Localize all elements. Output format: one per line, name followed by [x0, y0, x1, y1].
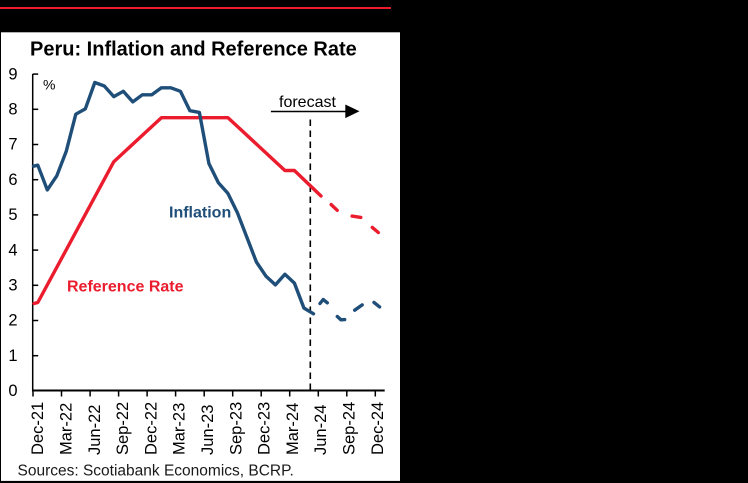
- svg-text:4: 4: [8, 241, 17, 259]
- svg-text:1: 1: [8, 347, 17, 365]
- svg-text:Sep-22: Sep-22: [114, 402, 132, 455]
- svg-text:Inflation: Inflation: [169, 205, 231, 222]
- svg-text:0: 0: [8, 382, 17, 400]
- svg-text:%: %: [43, 77, 55, 93]
- svg-text:Mar-24: Mar-24: [284, 403, 302, 455]
- svg-text:7: 7: [8, 136, 17, 154]
- svg-text:Dec-23: Dec-23: [256, 402, 274, 455]
- svg-text:Dec-21: Dec-21: [29, 402, 47, 455]
- svg-text:Dec-24: Dec-24: [369, 402, 387, 455]
- svg-text:2: 2: [8, 312, 17, 330]
- svg-text:Sources: Scotiabank Economics: Sources: Scotiabank Economics, BCRP.: [18, 463, 294, 480]
- svg-text:3: 3: [8, 277, 17, 295]
- svg-text:9: 9: [8, 65, 17, 83]
- svg-text:Peru: Inflation and Reference: Peru: Inflation and Reference Rate: [30, 39, 357, 61]
- svg-text:Jun-23: Jun-23: [199, 405, 217, 455]
- svg-text:Mar-23: Mar-23: [171, 403, 189, 455]
- svg-text:Dec-22: Dec-22: [142, 402, 160, 455]
- svg-text:Mar-22: Mar-22: [58, 403, 76, 455]
- svg-text:8: 8: [8, 101, 17, 119]
- svg-text:6: 6: [8, 171, 17, 189]
- svg-text:Sep-24: Sep-24: [341, 402, 359, 455]
- svg-text:Sep-23: Sep-23: [227, 402, 245, 455]
- svg-text:Jun-22: Jun-22: [86, 405, 104, 455]
- svg-text:5: 5: [8, 206, 17, 224]
- svg-text:Jun-24: Jun-24: [312, 405, 330, 455]
- svg-text:forecast: forecast: [279, 94, 336, 111]
- svg-text:Reference Rate: Reference Rate: [67, 279, 184, 296]
